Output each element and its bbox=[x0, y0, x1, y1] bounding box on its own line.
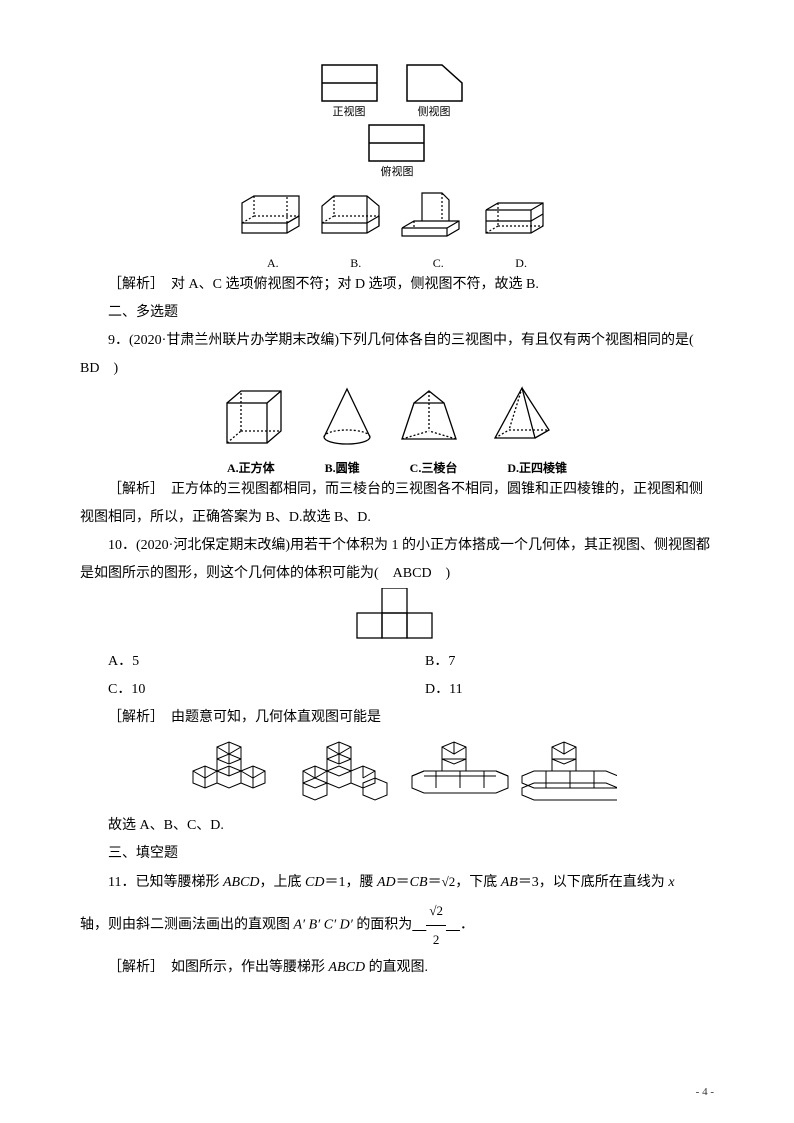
q11-analysis: ［解析］ 如图所示，作出等腰梯形 ABCD 的直观图. bbox=[80, 954, 714, 982]
front-side-view-svg: 正视图 侧视图 bbox=[307, 60, 487, 120]
page-footer: - 4 - bbox=[696, 1086, 714, 1098]
q11-text-line2: 轴，则由斜二测画法画出的直观图 A′ B′ C′ D′ 的面积为 √22 ． bbox=[80, 897, 714, 954]
section-3-title: 三、填空题 bbox=[80, 840, 714, 868]
q9-option-labels: A.正方体B.圆锥C.三棱台D.正四棱锥 bbox=[227, 459, 567, 476]
top-view-svg: 俯视图 bbox=[357, 120, 437, 180]
page: 正视图 侧视图 俯视图 A.B.C.D. ［解析］ 对 A、C 选项俯视图不符；… bbox=[0, 0, 794, 1123]
q10-view-svg bbox=[352, 588, 442, 648]
q10-text: 10．(2020·河北保定期末改编)用若干个体积为 1 的小正方体搭成一个几何体… bbox=[80, 532, 714, 588]
q10-analysis-intro: ［解析］ 由题意可知，几何体直观图可能是 bbox=[80, 704, 714, 732]
three-views-figure: 正视图 侧视图 俯视图 bbox=[80, 60, 714, 180]
q8-option-labels: A.B.C.D. bbox=[267, 256, 527, 271]
q10-view-figure bbox=[80, 588, 714, 648]
q8-options-figure: A.B.C.D. bbox=[80, 180, 714, 271]
svg-text:正视图: 正视图 bbox=[333, 104, 366, 118]
q9-text: 9．(2020·甘肃兰州联片办学期末改编)下列几何体各自的三视图中，有且仅有两个… bbox=[80, 327, 714, 383]
q10-solids-svg bbox=[177, 732, 617, 812]
q9-figure: A.正方体B.圆锥C.三棱台D.正四棱锥 bbox=[80, 383, 714, 476]
svg-text:侧视图: 侧视图 bbox=[418, 104, 451, 118]
q9-solids-svg bbox=[217, 383, 577, 453]
q10-conclusion: 故选 A、B、C、D. bbox=[80, 812, 714, 840]
q10-options-2: C．10D．11 bbox=[80, 676, 714, 704]
svg-text:俯视图: 俯视图 bbox=[381, 164, 414, 178]
q10-solids-figure bbox=[80, 732, 714, 812]
q9-analysis: ［解析］ 正方体的三视图都相同，而三棱台的三视图各不相同，圆锥和正四棱锥的，正视… bbox=[80, 476, 714, 532]
q10-options: A．5B．7 bbox=[80, 648, 714, 676]
q11-text-line1: 11．已知等腰梯形 ABCD，上底 CD＝1，腰 AD＝CB＝√2，下底 AB＝… bbox=[80, 868, 714, 897]
q8-analysis: ［解析］ 对 A、C 选项俯视图不符；对 D 选项，侧视图不符，故选 B. bbox=[80, 271, 714, 299]
q8-solids-svg bbox=[237, 180, 557, 250]
section-2-title: 二、多选题 bbox=[80, 299, 714, 327]
